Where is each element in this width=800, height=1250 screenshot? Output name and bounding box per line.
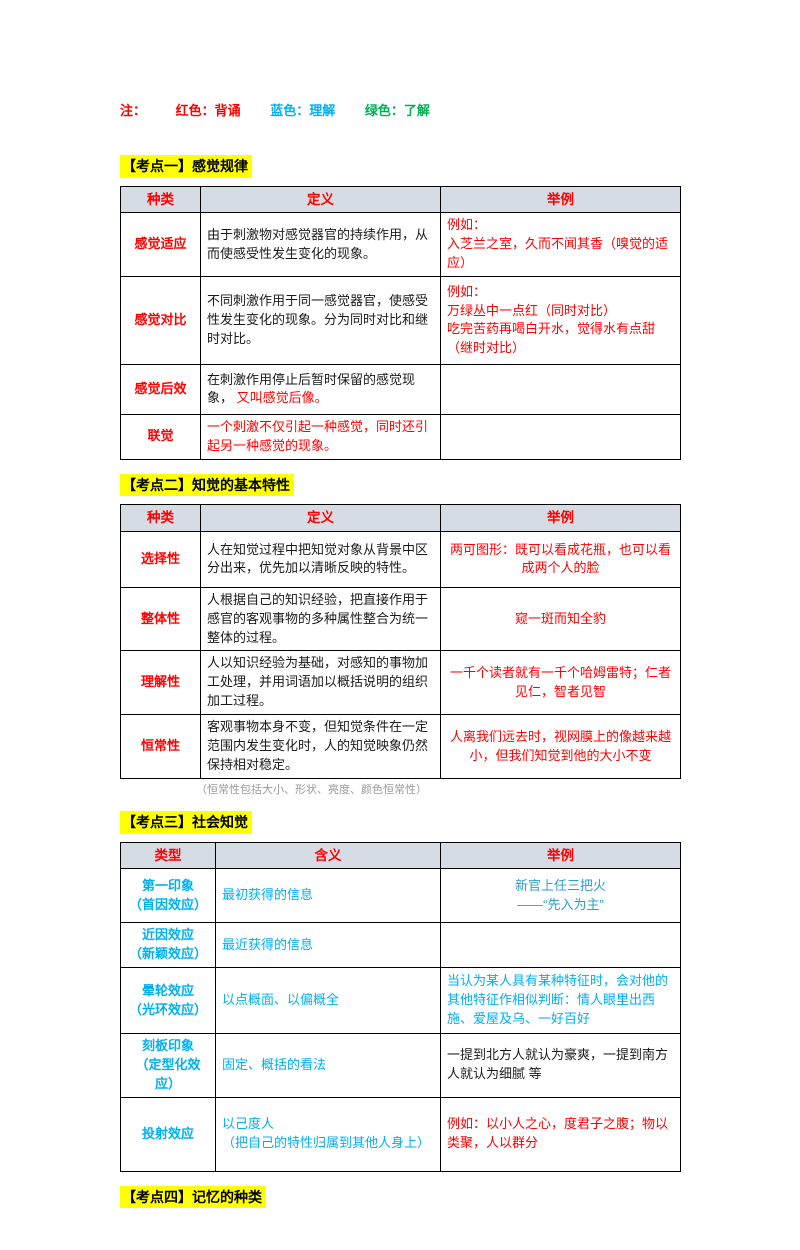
row-type: 感觉后效 xyxy=(120,363,201,415)
sense-rules-table: 种类 定义 举例 感觉适应 由于刺激物对感觉器官的持续作用，从而使感受性发生变化… xyxy=(120,185,681,460)
table-header-row: 类型 含义 举例 xyxy=(120,841,681,870)
section-social-perception: 【考点三】社会知觉 类型 含义 举例 第一印象 （首因效应） 最初获得的信息 新… xyxy=(120,811,681,1172)
row-meaning: 固定、概括的看法 xyxy=(215,1033,441,1098)
section-heading-1: 【考点一】感觉规律 xyxy=(120,155,252,178)
table-row: 刻板印象 （定型化效应） 固定、概括的看法 一提到北方人就认为豪爽，一提到南方人… xyxy=(120,1033,681,1098)
table-row: 近因效应 （新颖效应） 最近获得的信息 xyxy=(120,922,681,969)
row-type: 刻板印象 （定型化效应） xyxy=(120,1033,216,1098)
table-row: 恒常性 客观事物本身不变，但知觉条件在一定范围内发生变化时，人的知觉映象仍然保持… xyxy=(120,714,681,779)
table-header-row: 种类 定义 举例 xyxy=(120,185,681,214)
row-example: 例如： 万绿丛中一点红（同时对比） 吃完苦药再喝白开水，觉得水有点甜（继时对比） xyxy=(440,275,681,365)
row-type: 选择性 xyxy=(120,530,201,588)
table-row: 整体性 人根据自己的知识经验，把直接作用于感官的客观事物的多种属性整合为统一整体… xyxy=(120,586,681,652)
row-type: 近因效应 （新颖效应） xyxy=(120,922,216,969)
row-example xyxy=(440,413,681,460)
row-example: 例如： 入芝兰之室，久而不闻其香（嗅觉的适应） xyxy=(440,212,681,277)
table-row: 联觉 一个刺激不仅引起一种感觉，同时还引起另一种感觉的现象。 xyxy=(120,413,681,460)
row-example: 两可图形：既可以看成花瓶，也可以看成两个人的脸 xyxy=(440,530,681,588)
definition-text: 在刺激作用停止后暂时保留的感觉现象， xyxy=(207,371,416,406)
table-row: 理解性 人以知识经验为基础，对感知的事物加工处理，并用词语加以概括说明的组织加工… xyxy=(120,650,681,715)
column-header-example: 举例 xyxy=(440,185,681,214)
row-example xyxy=(440,363,681,415)
color-legend: 注： 红色：背诵 蓝色：理解 绿色：了解 xyxy=(120,100,680,119)
table-row: 投射效应 以己度人 （把自己的特性归属到其他人身上） 例如：以小人之心，度君子之… xyxy=(120,1096,681,1172)
perception-table: 种类 定义 举例 选择性 人在知觉过程中把知觉对象从背景中区分出来，优先加以清晰… xyxy=(120,504,681,779)
row-type: 第一印象 （首因效应） xyxy=(120,868,216,924)
table-row: 晕轮效应 （光环效应） 以点概面、以偏概全 当认为某人具有某种特征时，会对他的其… xyxy=(120,967,681,1035)
row-type: 联觉 xyxy=(120,413,201,460)
legend-blue: 蓝色：理解 xyxy=(270,103,336,118)
row-definition: 人在知觉过程中把知觉对象从背景中区分出来，优先加以清晰反映的特性。 xyxy=(200,530,441,588)
social-perception-table: 类型 含义 举例 第一印象 （首因效应） 最初获得的信息 新官上任三把火 ——“… xyxy=(120,841,681,1172)
row-meaning: 最初获得的信息 xyxy=(215,868,441,924)
row-definition: 不同刺激作用于同一感觉器官，使感受性发生变化的现象。分为同时对比和继时对比。 xyxy=(200,275,441,365)
row-meaning: 最近获得的信息 xyxy=(215,922,441,969)
row-example: 人离我们远去时，视网膜上的像越来越小，但我们知觉到他的大小不变 xyxy=(440,714,681,779)
row-example xyxy=(440,922,681,969)
column-header-type: 种类 xyxy=(120,185,201,214)
legend-note: 注： xyxy=(120,103,147,118)
column-header-meaning: 含义 xyxy=(215,841,441,870)
row-definition: 由于刺激物对感觉器官的持续作用，从而使感受性发生变化的现象。 xyxy=(200,212,441,277)
legend-green: 绿色：了解 xyxy=(364,103,430,118)
row-type: 整体性 xyxy=(120,586,201,652)
column-header-type: 种类 xyxy=(120,504,201,532)
table-row: 选择性 人在知觉过程中把知觉对象从背景中区分出来，优先加以清晰反映的特性。 两可… xyxy=(120,530,681,588)
row-definition: 在刺激作用停止后暂时保留的感觉现象， 又叫感觉后像。 xyxy=(200,363,441,415)
section-perception-features: 【考点二】知觉的基本特性 种类 定义 举例 选择性 人在知觉过程中把知觉对象从背… xyxy=(120,473,681,797)
section-heading-2: 【考点二】知觉的基本特性 xyxy=(120,473,294,497)
legend-red: 红色：背诵 xyxy=(175,103,241,118)
column-header-example: 举例 xyxy=(440,504,681,532)
table-row: 第一印象 （首因效应） 最初获得的信息 新官上任三把火 ——“先入为主” xyxy=(120,868,681,924)
table-header-row: 种类 定义 举例 xyxy=(120,504,681,532)
row-definition: 人以知识经验为基础，对感知的事物加工处理，并用词语加以概括说明的组织加工过程。 xyxy=(200,650,441,715)
row-example: 当认为某人具有某种特征时，会对他的其他特征作相似判断：情人眼里出西施、爱屋及乌、… xyxy=(440,967,681,1035)
column-header-example: 举例 xyxy=(440,841,681,870)
row-type: 感觉适应 xyxy=(120,212,201,277)
row-example: 新官上任三把火 ——“先入为主” xyxy=(440,868,681,924)
section-sense-rules: 【考点一】感觉规律 种类 定义 举例 感觉适应 由于刺激物对感觉器官的持续作用，… xyxy=(120,155,681,460)
row-example: 窥一斑而知全豹 xyxy=(440,586,681,652)
table-row: 感觉后效 在刺激作用停止后暂时保留的感觉现象， 又叫感觉后像。 xyxy=(120,363,681,415)
row-example: 例如：以小人之心，度君子之腹；物以类聚，人以群分 xyxy=(440,1096,681,1172)
table-row: 感觉适应 由于刺激物对感觉器官的持续作用，从而使感受性发生变化的现象。 例如： … xyxy=(120,212,681,277)
row-type: 晕轮效应 （光环效应） xyxy=(120,967,216,1035)
row-type: 理解性 xyxy=(120,650,201,715)
column-header-definition: 定义 xyxy=(200,504,441,532)
row-example: 一千个读者就有一千个哈姆雷特；仁者见仁，智者见智 xyxy=(440,650,681,715)
row-type: 恒常性 xyxy=(120,714,201,779)
row-meaning: 以点概面、以偏概全 xyxy=(215,967,441,1035)
row-meaning: 以己度人 （把自己的特性归属到其他人身上） xyxy=(215,1096,441,1172)
definition-note: 又叫感觉后像。 xyxy=(236,390,328,406)
table-footnote: （恒常性包括大小、形状、亮度、颜色恒常性） xyxy=(196,784,427,796)
row-type: 投射效应 xyxy=(120,1096,216,1172)
row-definition: 一个刺激不仅引起一种感觉，同时还引起另一种感觉的现象。 xyxy=(200,413,441,460)
row-definition: 人根据自己的知识经验，把直接作用于感官的客观事物的多种属性整合为统一整体的过程。 xyxy=(200,586,441,652)
column-header-definition: 定义 xyxy=(200,185,441,214)
section-memory-types: 【考点四】记忆的种类 xyxy=(120,1185,680,1217)
table-row: 感觉对比 不同刺激作用于同一感觉器官，使感受性发生变化的现象。分为同时对比和继时… xyxy=(120,275,681,365)
row-example: 一提到北方人就认为豪爽，一提到南方人就认为细腻 等 xyxy=(440,1033,681,1098)
row-definition: 客观事物本身不变，但知觉条件在一定范围内发生变化时，人的知觉映象仍然保持相对稳定… xyxy=(200,714,441,779)
section-heading-3: 【考点三】社会知觉 xyxy=(120,811,252,834)
section-heading-4: 【考点四】记忆的种类 xyxy=(120,1185,266,1209)
column-header-type: 类型 xyxy=(120,841,216,870)
row-type: 感觉对比 xyxy=(120,275,201,365)
